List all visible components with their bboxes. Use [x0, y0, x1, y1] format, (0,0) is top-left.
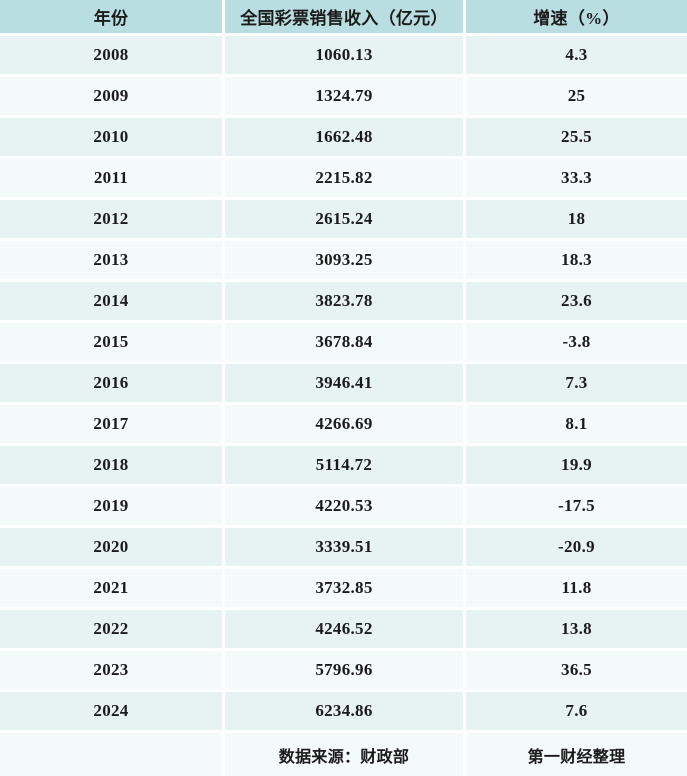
- revenue-cell: 4266.69: [225, 405, 463, 443]
- year-cell: 2024: [0, 692, 222, 730]
- year-cell: 2009: [0, 77, 222, 115]
- revenue-cell: 4246.52: [225, 610, 463, 648]
- column-header-revenue: 全国彩票销售收入（亿元）: [225, 0, 463, 33]
- year-cell: 2008: [0, 36, 222, 74]
- year-cell: 2014: [0, 282, 222, 320]
- growth-cell: 7.3: [466, 364, 687, 402]
- growth-cell: -3.8: [466, 323, 687, 361]
- year-cell: 2016: [0, 364, 222, 402]
- year-cell: 2010: [0, 118, 222, 156]
- growth-cell: 19.9: [466, 446, 687, 484]
- growth-cell: 11.8: [466, 569, 687, 607]
- year-cell: 2022: [0, 610, 222, 648]
- growth-cell: 18: [466, 200, 687, 238]
- revenue-cell: 3678.84: [225, 323, 463, 361]
- growth-cell: 4.3: [466, 36, 687, 74]
- year-cell: 2023: [0, 651, 222, 689]
- year-cell: 2021: [0, 569, 222, 607]
- year-cell: 2011: [0, 159, 222, 197]
- revenue-cell: 6234.86: [225, 692, 463, 730]
- revenue-cell: 3946.41: [225, 364, 463, 402]
- revenue-cell: 2615.24: [225, 200, 463, 238]
- year-cell: 2012: [0, 200, 222, 238]
- revenue-cell: 4220.53: [225, 487, 463, 525]
- growth-cell: -20.9: [466, 528, 687, 566]
- growth-cell: -17.5: [466, 487, 687, 525]
- credit-note: 第一财经整理: [466, 733, 687, 776]
- growth-cell: 7.6: [466, 692, 687, 730]
- growth-cell: 13.8: [466, 610, 687, 648]
- growth-cell: 36.5: [466, 651, 687, 689]
- revenue-cell: 5114.72: [225, 446, 463, 484]
- growth-cell: 33.3: [466, 159, 687, 197]
- growth-cell: 23.6: [466, 282, 687, 320]
- footer-empty-cell: [0, 733, 222, 776]
- year-cell: 2015: [0, 323, 222, 361]
- column-header-growth: 增速（%）: [466, 0, 687, 33]
- year-cell: 2013: [0, 241, 222, 279]
- revenue-cell: 3093.25: [225, 241, 463, 279]
- revenue-cell: 3339.51: [225, 528, 463, 566]
- growth-cell: 8.1: [466, 405, 687, 443]
- data-source-note: 数据来源：财政部: [225, 733, 463, 776]
- year-cell: 2020: [0, 528, 222, 566]
- revenue-cell: 2215.82: [225, 159, 463, 197]
- year-cell: 2019: [0, 487, 222, 525]
- year-cell: 2017: [0, 405, 222, 443]
- growth-cell: 25.5: [466, 118, 687, 156]
- revenue-cell: 3732.85: [225, 569, 463, 607]
- growth-cell: 25: [466, 77, 687, 115]
- revenue-cell: 1324.79: [225, 77, 463, 115]
- revenue-cell: 3823.78: [225, 282, 463, 320]
- revenue-cell: 5796.96: [225, 651, 463, 689]
- growth-cell: 18.3: [466, 241, 687, 279]
- year-cell: 2018: [0, 446, 222, 484]
- revenue-cell: 1662.48: [225, 118, 463, 156]
- column-header-year: 年份: [0, 0, 222, 33]
- revenue-cell: 1060.13: [225, 36, 463, 74]
